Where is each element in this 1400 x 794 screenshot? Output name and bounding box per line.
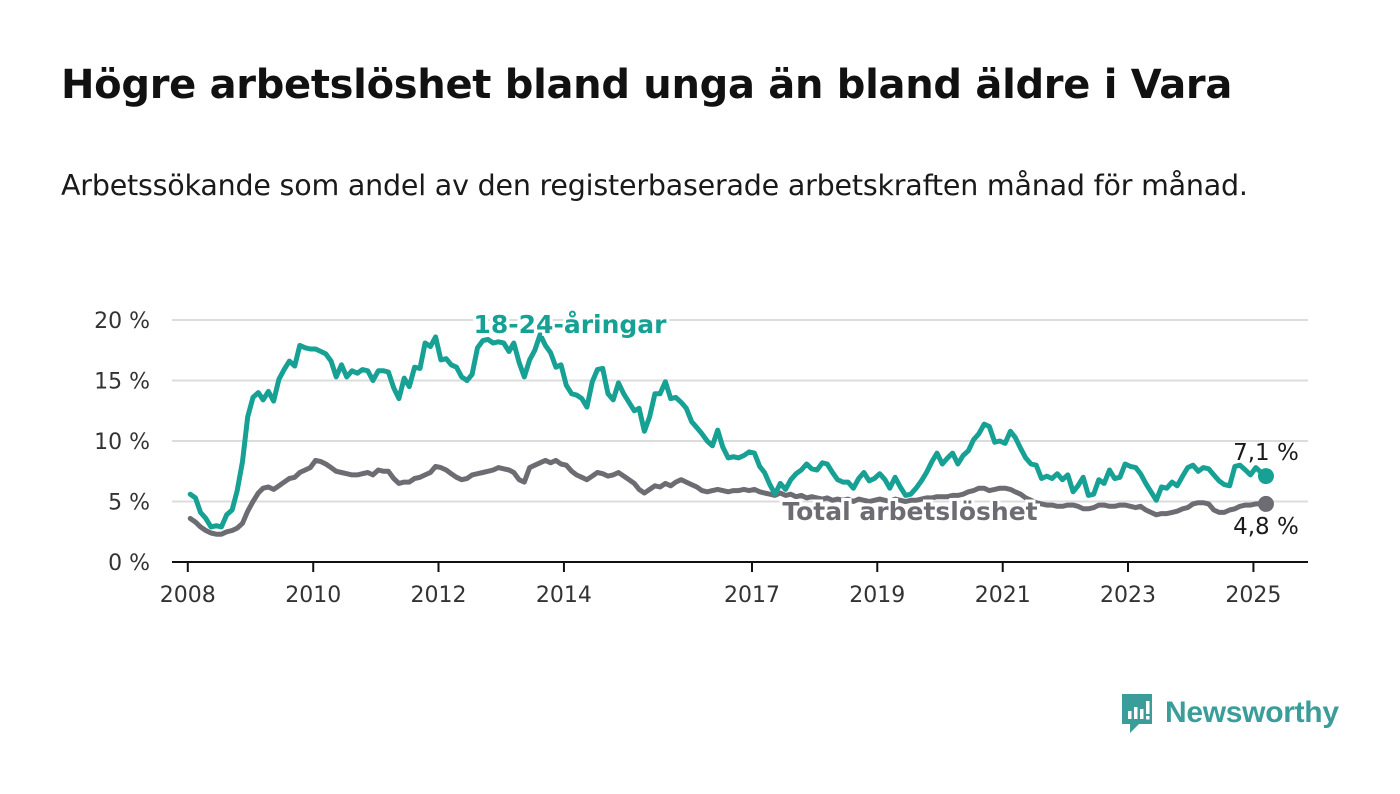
gridlines [172, 319, 1308, 503]
x-tick-label: 2023 [1100, 583, 1156, 608]
x-tick-label: 2008 [160, 583, 216, 608]
x-tick-label: 2017 [724, 583, 780, 608]
x-tick-label: 2025 [1225, 583, 1281, 608]
newsworthy-logo: Newsworthy [1119, 690, 1339, 736]
y-tick-label: 5 % [108, 491, 150, 516]
x-tick-label: 2021 [975, 583, 1031, 608]
x-tick-label: 2012 [410, 583, 466, 608]
x-axis-ticks: 2008 2010 2012 2014 2017 2019 2021 2023 2025 [160, 562, 1281, 608]
newsworthy-logo-icon [1122, 694, 1152, 733]
chart-subtitle: Arbetssökande som andel av den registerb… [61, 169, 1248, 202]
end-value-label: 4,8 % [1233, 514, 1299, 540]
y-tick-label: 15 % [94, 370, 150, 395]
series-lines [187, 332, 1274, 537]
x-tick-label: 2019 [849, 583, 905, 608]
series-labels: 18-24-åringar 7,1 % Total arbetslöshet 4,8 … [471, 307, 1299, 540]
series-line-total-arbetsl-shet [187, 457, 1269, 537]
chart-title: Högre arbetslöshet bland unga än bland ä… [61, 62, 1233, 108]
series-end-point [1257, 495, 1274, 512]
series-label-18-24-ringar: 18-24-åringar [474, 310, 668, 339]
end-value-label: 7,1 % [1233, 440, 1299, 466]
y-tick-label: 0 % [108, 551, 150, 576]
y-tick-label: 20 % [94, 309, 150, 334]
series-line-18-24-ringar [187, 332, 1269, 530]
series-label-total-arbetsl-shet: Total arbetslöshet [782, 497, 1037, 526]
x-tick-label: 2010 [285, 583, 341, 608]
brand-name: Newsworthy [1165, 696, 1339, 729]
y-axis-ticks: 0 % 5 % 10 % 15 % 20 % [94, 309, 150, 576]
y-tick-label: 10 % [94, 430, 150, 455]
x-tick-label: 2014 [536, 583, 592, 608]
series-end-point [1257, 468, 1274, 485]
